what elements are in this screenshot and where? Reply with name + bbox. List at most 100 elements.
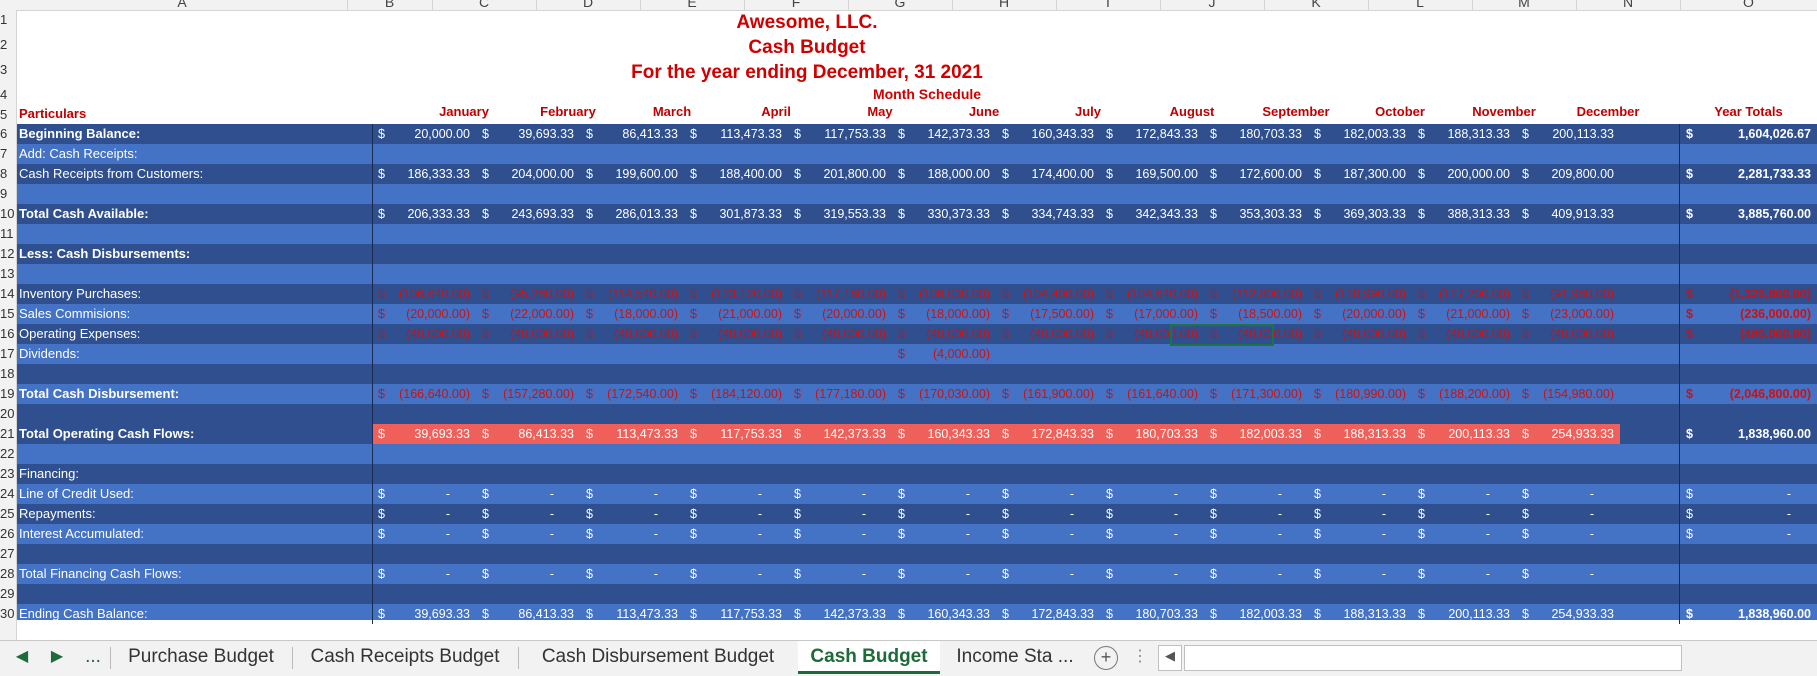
dividend-june-cell[interactable]: $ (4,000.00) xyxy=(892,344,996,364)
month-value-cell[interactable]: $182,003.33 xyxy=(1204,604,1308,624)
row-number-6[interactable]: 6 xyxy=(0,126,8,141)
tab-cash-disbursement-budget[interactable]: Cash Disbursement Budget xyxy=(541,646,775,667)
row-number-23[interactable]: 23 xyxy=(0,466,15,481)
month-value-cell[interactable]: $160,343.33 xyxy=(892,424,996,444)
month-value-cell[interactable]: $ (171,300.00) xyxy=(1204,384,1308,404)
month-value-cell[interactable]: $200,113.33 xyxy=(1412,424,1516,444)
row-number-7[interactable]: 7 xyxy=(0,146,8,161)
year-total-cell[interactable]: $ - xyxy=(1680,484,1817,504)
month-value-cell[interactable]: $319,553.33 xyxy=(788,204,892,224)
month-value-cell[interactable]: $ - xyxy=(1204,564,1308,584)
row-number-8[interactable]: 8 xyxy=(0,166,8,181)
add-sheet-icon[interactable]: + xyxy=(1094,646,1118,670)
scroll-left-icon[interactable]: ◀ xyxy=(1158,645,1182,671)
month-value-cell[interactable]: $ - xyxy=(580,484,684,504)
month-value-cell[interactable]: $188,313.33 xyxy=(1412,124,1516,144)
month-value-cell[interactable]: $172,843.33 xyxy=(996,604,1100,624)
month-value-cell[interactable]: $ - xyxy=(1412,564,1516,584)
month-value-cell[interactable]: $187,300.00 xyxy=(1308,164,1412,184)
month-value-cell[interactable]: $ (17,000.00) xyxy=(1100,304,1204,324)
row-number-25[interactable]: 25 xyxy=(0,506,15,521)
year-total-cell[interactable]: $1,838,960.00 xyxy=(1680,424,1817,444)
row-number-13[interactable]: 13 xyxy=(0,266,15,281)
row-number-11[interactable]: 11 xyxy=(0,226,14,241)
month-value-cell[interactable]: $254,933.33 xyxy=(1516,424,1620,444)
month-value-cell[interactable]: $20,000.00 xyxy=(372,124,476,144)
month-value-cell[interactable]: $ (104,640.00) xyxy=(1100,284,1204,304)
row-number-18[interactable]: 18 xyxy=(0,366,15,381)
month-value-cell[interactable]: $182,003.33 xyxy=(1308,124,1412,144)
month-value-cell[interactable]: $ - xyxy=(1100,564,1204,584)
month-value-cell[interactable]: $369,303.33 xyxy=(1308,204,1412,224)
month-value-cell[interactable]: $ - xyxy=(372,564,476,584)
column-letter-j[interactable]: J xyxy=(1160,0,1265,10)
month-value-cell[interactable]: $ - xyxy=(892,564,996,584)
row-number-17[interactable]: 17 xyxy=(0,346,15,361)
month-value-cell[interactable]: $ - xyxy=(1516,484,1620,504)
month-value-cell[interactable]: $86,413.33 xyxy=(476,424,580,444)
month-value-cell[interactable]: $ - xyxy=(372,484,476,504)
row-number-22[interactable]: 22 xyxy=(0,446,15,461)
month-value-cell[interactable]: $254,933.33 xyxy=(1516,604,1620,624)
month-value-cell[interactable]: $ (106,640.00) xyxy=(372,284,476,304)
row-number-27[interactable]: 27 xyxy=(0,546,15,561)
month-value-cell[interactable]: $ - xyxy=(476,524,580,544)
month-value-cell[interactable]: $ (161,640.00) xyxy=(1100,384,1204,404)
month-value-cell[interactable]: $199,600.00 xyxy=(580,164,684,184)
month-value-cell[interactable]: $334,743.33 xyxy=(996,204,1100,224)
row-number-5[interactable]: 5 xyxy=(0,107,8,122)
month-value-cell[interactable]: $ (40,000.00) xyxy=(1204,324,1308,344)
month-value-cell[interactable]: $ (157,280.00) xyxy=(476,384,580,404)
month-value-cell[interactable]: $ - xyxy=(788,564,892,584)
column-letter-k[interactable]: K xyxy=(1264,0,1369,10)
selected-cell-outline[interactable] xyxy=(1170,324,1274,346)
month-value-cell[interactable]: $ - xyxy=(684,484,788,504)
column-letter-c[interactable]: C xyxy=(432,0,537,10)
month-value-cell[interactable]: $ (20,000.00) xyxy=(372,304,476,324)
month-value-cell[interactable]: $ - xyxy=(1516,564,1620,584)
month-value-cell[interactable]: $172,600.00 xyxy=(1204,164,1308,184)
month-value-cell[interactable]: $206,333.33 xyxy=(372,204,476,224)
month-value-cell[interactable]: $ - xyxy=(1516,524,1620,544)
month-value-cell[interactable]: $ (22,000.00) xyxy=(476,304,580,324)
month-value-cell[interactable]: $86,413.33 xyxy=(476,604,580,624)
month-value-cell[interactable]: $ (170,030.00) xyxy=(892,384,996,404)
column-letter-b[interactable]: B xyxy=(347,0,433,10)
year-total-cell[interactable]: $3,885,760.00 xyxy=(1680,204,1817,224)
row-number-10[interactable]: 10 xyxy=(0,206,15,221)
year-total-cell[interactable]: $ - xyxy=(1680,524,1817,544)
month-value-cell[interactable]: $188,313.33 xyxy=(1308,604,1412,624)
tab-scroll-left-icon[interactable]: ◀ xyxy=(15,648,29,665)
month-value-cell[interactable]: $174,400.00 xyxy=(996,164,1100,184)
month-value-cell[interactable]: $ - xyxy=(684,564,788,584)
month-value-cell[interactable]: $ (114,540.00) xyxy=(580,284,684,304)
month-value-cell[interactable]: $ - xyxy=(1308,484,1412,504)
month-value-cell[interactable]: $160,343.33 xyxy=(892,604,996,624)
month-value-cell[interactable]: $39,693.33 xyxy=(372,424,476,444)
month-value-cell[interactable]: $142,373.33 xyxy=(788,604,892,624)
tab-purchase-budget[interactable]: Purchase Budget xyxy=(128,646,274,667)
month-value-cell[interactable]: $ (117,180.00) xyxy=(788,284,892,304)
month-value-cell[interactable]: $ - xyxy=(892,484,996,504)
month-value-cell[interactable]: $160,343.33 xyxy=(996,124,1100,144)
row-number-4[interactable]: 4 xyxy=(0,87,8,102)
month-value-cell[interactable]: $ - xyxy=(476,484,580,504)
month-value-cell[interactable]: $ (127,200.00) xyxy=(1412,284,1516,304)
month-value-cell[interactable]: $ - xyxy=(996,504,1100,524)
column-letter-n[interactable]: N xyxy=(1576,0,1681,10)
month-value-cell[interactable]: $ - xyxy=(1308,564,1412,584)
month-value-cell[interactable]: $ - xyxy=(580,524,684,544)
month-value-cell[interactable]: $180,703.33 xyxy=(1204,124,1308,144)
month-value-cell[interactable]: $ (40,000.00) xyxy=(372,324,476,344)
month-value-cell[interactable]: $172,843.33 xyxy=(996,424,1100,444)
month-value-cell[interactable]: $ - xyxy=(788,524,892,544)
month-value-cell[interactable]: $286,013.33 xyxy=(580,204,684,224)
row-number-14[interactable]: 14 xyxy=(0,286,15,301)
month-value-cell[interactable]: $243,693.33 xyxy=(476,204,580,224)
year-total-cell[interactable]: $ - xyxy=(1680,504,1817,524)
month-value-cell[interactable]: $ - xyxy=(1308,504,1412,524)
more-tabs-button[interactable]: ... xyxy=(85,646,101,667)
month-value-cell[interactable]: $204,000.00 xyxy=(476,164,580,184)
month-value-cell[interactable]: $ (20,000.00) xyxy=(788,304,892,324)
month-value-cell[interactable]: $113,473.33 xyxy=(580,604,684,624)
